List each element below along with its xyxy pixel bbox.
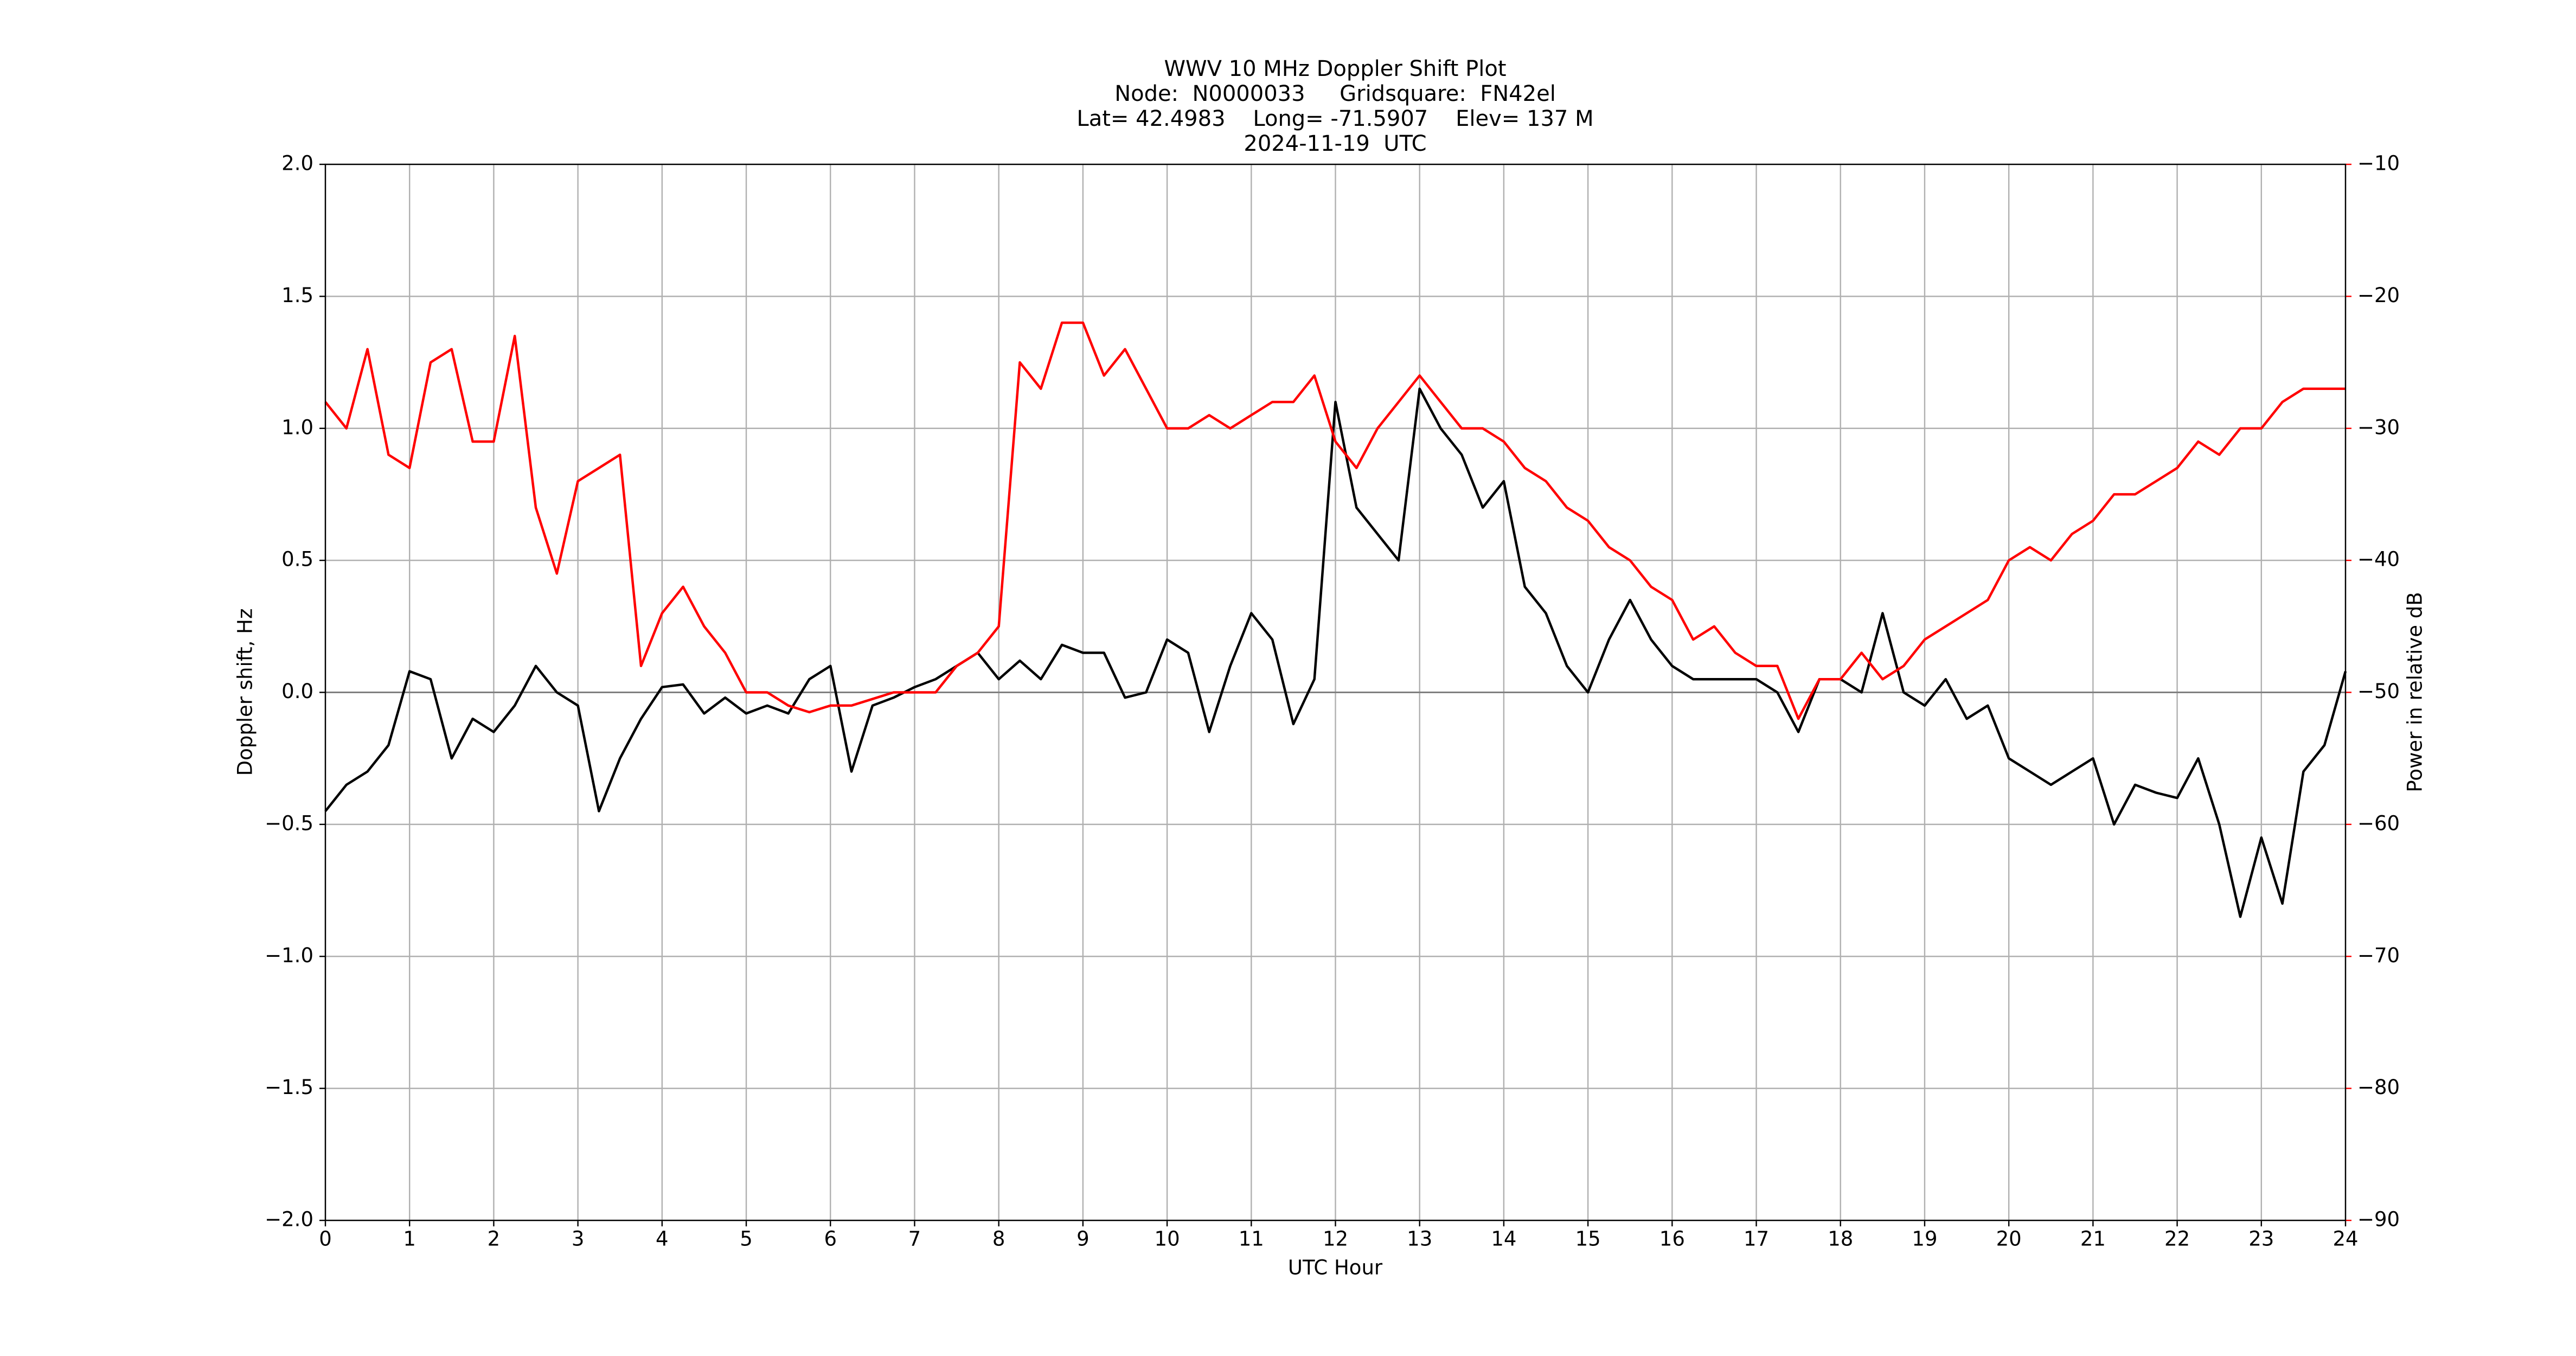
x-tick-label: 9 xyxy=(1076,1227,1090,1251)
x-tick-label: 15 xyxy=(1575,1227,1601,1251)
y-tick-label: −1.5 xyxy=(265,1076,313,1099)
y-tick-label: 0.0 xyxy=(281,680,313,703)
x-tick-label: 5 xyxy=(740,1227,753,1251)
x-tick-label: 7 xyxy=(908,1227,921,1251)
x-tick-label: 4 xyxy=(656,1227,669,1251)
x-tick-label: 11 xyxy=(1239,1227,1264,1251)
y-tick-label: 0.5 xyxy=(281,548,313,571)
chart-subtitle: Node: N0000033 Gridsquare: FN42el xyxy=(1114,81,1556,106)
x-tick-label: 10 xyxy=(1155,1227,1180,1251)
data-line xyxy=(324,387,2347,918)
y-tick-label: −1.0 xyxy=(265,944,313,967)
y-tick-label: 2.0 xyxy=(281,152,313,175)
y2-axis-label: Power in relative dB xyxy=(2404,592,2427,792)
y-tick-label: −2.0 xyxy=(265,1208,313,1231)
plot-frame xyxy=(324,163,2347,1221)
y2-tick-label: −40 xyxy=(2357,548,2400,571)
y-tick-label: 1.0 xyxy=(281,415,313,439)
x-tick-label: 24 xyxy=(2333,1227,2358,1251)
x-tick-label: 19 xyxy=(1912,1227,1937,1251)
y2-tick-label: −80 xyxy=(2357,1076,2400,1099)
chart-subtitle: 2024-11-19 UTC xyxy=(1244,131,1426,156)
x-tick-label: 8 xyxy=(992,1227,1005,1251)
y2-tick-label: −50 xyxy=(2357,680,2400,703)
x-tick-label: 2 xyxy=(488,1227,501,1251)
x-tick-label: 17 xyxy=(1744,1227,1769,1251)
x-tick-label: 14 xyxy=(1491,1227,1516,1251)
x-tick-label: 12 xyxy=(1323,1227,1348,1251)
x-axis-label: UTC Hour xyxy=(1288,1256,1383,1280)
x-tick-label: 22 xyxy=(2164,1227,2190,1251)
y2-tick-label: −90 xyxy=(2357,1208,2400,1231)
x-tick-label: 21 xyxy=(2080,1227,2106,1251)
x-tick-label: 3 xyxy=(572,1227,585,1251)
chart-subtitle: Lat= 42.4983 Long= -71.5907 Elev= 137 M xyxy=(1076,106,1593,131)
x-tick-label: 23 xyxy=(2248,1227,2274,1251)
x-tick-label: 0 xyxy=(319,1227,332,1251)
x-tick-label: 20 xyxy=(1996,1227,2022,1251)
x-tick-label: 13 xyxy=(1407,1227,1432,1251)
x-tick-label: 6 xyxy=(824,1227,837,1251)
y2-tick-label: −10 xyxy=(2357,152,2400,175)
chart-title: WWV 10 MHz Doppler Shift Plot xyxy=(1164,56,1506,81)
y2-tick-label: −20 xyxy=(2357,284,2400,307)
x-tick-label: 16 xyxy=(1659,1227,1685,1251)
y-axis-label: Doppler shift, Hz xyxy=(234,609,257,776)
y-tick-label: 1.5 xyxy=(281,284,313,307)
y-tick-label: −0.5 xyxy=(265,811,313,835)
x-tick-label: 1 xyxy=(403,1227,416,1251)
data-line xyxy=(324,321,2346,720)
y2-tick-label: −30 xyxy=(2357,415,2400,439)
y2-tick-label: −70 xyxy=(2357,944,2400,967)
y2-tick-label: −60 xyxy=(2357,811,2400,835)
x-tick-label: 18 xyxy=(1828,1227,1853,1251)
